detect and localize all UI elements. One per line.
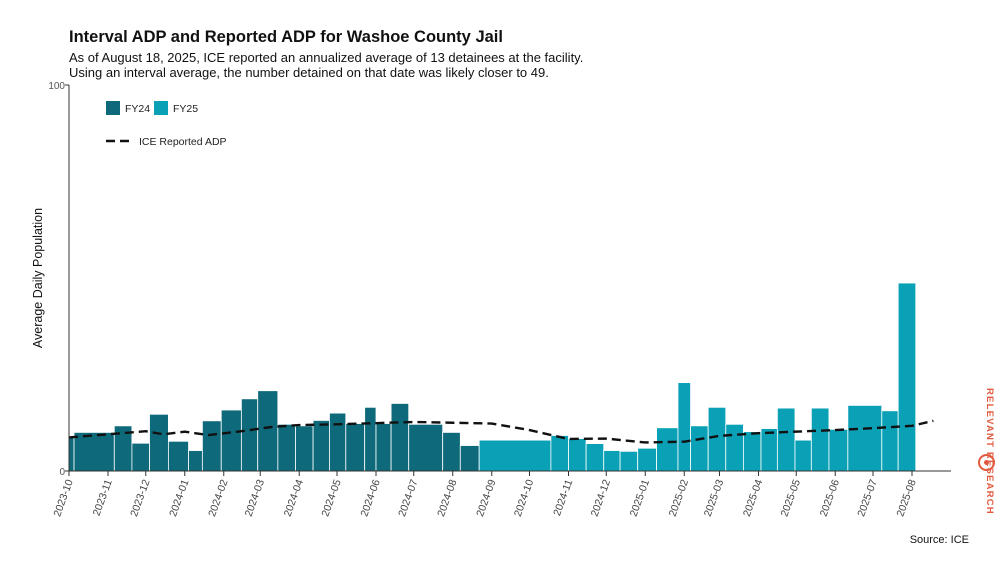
bar-fy25 [637, 447, 657, 472]
bar-fy25 [568, 438, 587, 472]
bar-fy24 [312, 420, 330, 472]
logo-icon [978, 454, 995, 471]
x-tick-label: 2024-11 [551, 478, 575, 518]
y-tick-label: 0 [59, 467, 65, 478]
bar-fy25 [897, 282, 917, 472]
bar-fy24 [442, 431, 461, 472]
x-tick-label: 2024-01 [167, 478, 192, 518]
bar-fy24 [390, 403, 410, 472]
chart-title: Interval ADP and Reported ADP for Washoe… [69, 28, 503, 46]
bar-fy24 [345, 423, 366, 472]
bar-fy25 [828, 428, 849, 472]
bar-fy25 [585, 443, 605, 472]
x-tick-label: 2024-02 [206, 478, 231, 518]
bar-fy24 [149, 413, 169, 472]
bar-fy24 [131, 442, 150, 472]
bar-fy25 [847, 404, 883, 472]
bar-fy25 [550, 435, 569, 472]
x-tick-label: 2023-10 [51, 478, 76, 518]
y-tick-label: 100 [48, 81, 65, 92]
bar-fy25 [760, 428, 778, 472]
x-tick-label: 2024-05 [319, 478, 344, 518]
bar-fy25 [478, 439, 552, 472]
bar-fy25 [743, 431, 762, 472]
bar-fy24 [68, 435, 75, 472]
bar-fy25 [776, 407, 796, 472]
x-tick-label: 2025-05 [779, 478, 804, 518]
source-note: Source: ICE [909, 534, 969, 546]
x-tick-label: 2024-06 [358, 478, 383, 518]
x-tick-label: 2025-01 [628, 478, 653, 518]
x-tick-label: 2025-03 [702, 478, 727, 518]
x-tick-label: 2024-03 [243, 478, 268, 518]
bar-fy24 [167, 440, 189, 472]
bar-fy24 [188, 450, 203, 472]
bar-fy25 [810, 407, 830, 472]
x-tick-label: 2024-10 [512, 478, 537, 518]
x-tick-label: 2024-09 [474, 478, 499, 518]
bar-fy24 [459, 445, 480, 472]
x-tick-label: 2025-02 [667, 478, 692, 518]
bar-fy24 [220, 409, 242, 472]
subtitle-line-1: As of August 18, 2025, ICE reported an a… [69, 50, 584, 65]
subtitle-line-2: Using an interval average, the number de… [69, 65, 549, 80]
legend-label-fy25: FY25 [173, 103, 198, 115]
x-tick-label: 2025-07 [855, 478, 880, 518]
x-tick-label: 2024-04 [282, 478, 307, 518]
bar-fy24 [364, 406, 377, 472]
bar-fy24 [257, 390, 279, 472]
bar-fy25 [794, 439, 812, 472]
chart-subtitle: As of August 18, 2025, ICE reported an a… [69, 50, 583, 80]
x-tick-label: 2024-07 [396, 478, 421, 518]
legend-swatch-fy24 [106, 101, 120, 115]
bar-fy25 [677, 382, 691, 472]
legend-swatch-fy25 [154, 101, 168, 115]
x-tick-label: 2025-04 [741, 478, 766, 518]
x-tick-label: 2025-06 [818, 478, 843, 518]
bar-fy24 [295, 425, 314, 472]
bar-fy24 [277, 423, 296, 472]
bar-fy24 [329, 412, 347, 472]
x-tick-label: 2023-12 [128, 478, 153, 518]
bar-fy25 [690, 425, 709, 472]
reported-adp-line [68, 419, 934, 444]
bar-fy25 [603, 450, 621, 472]
x-tick-label: 2024-08 [435, 478, 460, 518]
legend-label-reported: ICE Reported ADP [139, 136, 227, 148]
bar-fy24 [240, 398, 259, 472]
bar-fy25 [881, 410, 899, 472]
bar-fy24 [408, 423, 444, 472]
legend-label-fy24: FY24 [125, 103, 150, 115]
bar-fy25 [656, 427, 679, 472]
x-tick-label: 2025-08 [894, 478, 919, 518]
x-tick-label: 2024-12 [589, 478, 614, 518]
legend: FY24 FY25 ICE Reported ADP [106, 101, 227, 148]
relevant-research-logo: RELEVANT RESEARCH [975, 388, 999, 515]
bar-fy25 [707, 406, 727, 472]
bar-fy24 [201, 420, 222, 472]
bar-fy25 [619, 450, 639, 472]
bars-layer [68, 282, 917, 472]
reported-line-layer [68, 419, 934, 444]
bar-fy25 [725, 423, 744, 472]
bar-fy24 [375, 423, 392, 472]
logo-text: RELEVANT RESEARCH [984, 388, 995, 515]
bar-fy24 [73, 431, 115, 472]
x-tick-label: 2023-11 [91, 478, 115, 518]
